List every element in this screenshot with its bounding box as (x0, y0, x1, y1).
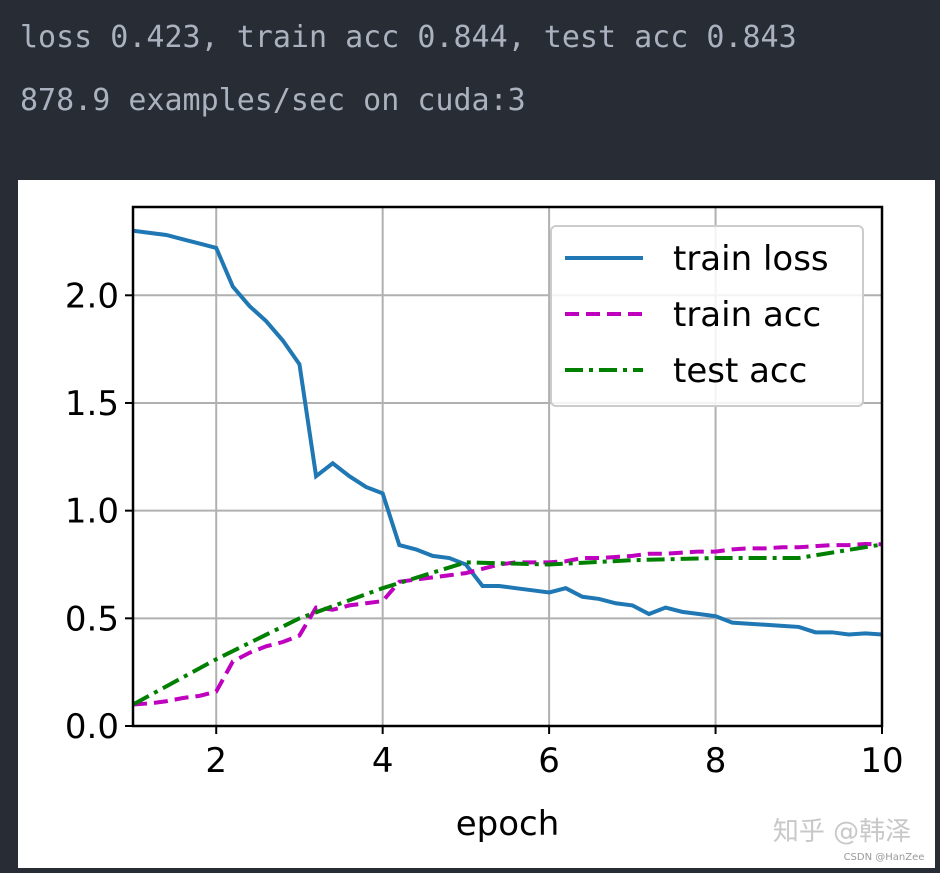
y-tick-label: 1.5 (65, 384, 119, 424)
output-line: loss 0.423, train acc 0.844, test acc 0.… (20, 20, 797, 55)
x-tick-label: 2 (205, 741, 227, 781)
y-tick-label: 1.0 (65, 492, 119, 532)
series-line (133, 542, 882, 707)
x-tick-label: 4 (372, 741, 394, 781)
y-tick-label: 0.5 (65, 599, 119, 639)
x-axis-label: epoch (456, 804, 560, 844)
series-line (133, 542, 882, 707)
legend-label: test acc (673, 351, 807, 391)
legend-label: train acc (673, 295, 821, 335)
legend-label: train loss (673, 239, 829, 279)
x-tick-label: 10 (860, 741, 903, 781)
x-tick-label: 6 (538, 741, 560, 781)
y-tick-label: 2.0 (65, 276, 119, 316)
output-line: 878.9 examples/sec on cuda:3 (20, 83, 526, 118)
x-tick-label: 8 (705, 741, 727, 781)
watermark: 知乎 @韩泽 (773, 817, 911, 847)
credit: CSDN @HanZee (844, 852, 925, 863)
legend-box (550, 225, 864, 407)
plot-frame (131, 205, 884, 728)
series-line (133, 228, 882, 637)
y-tick-label: 0.0 (65, 707, 119, 747)
